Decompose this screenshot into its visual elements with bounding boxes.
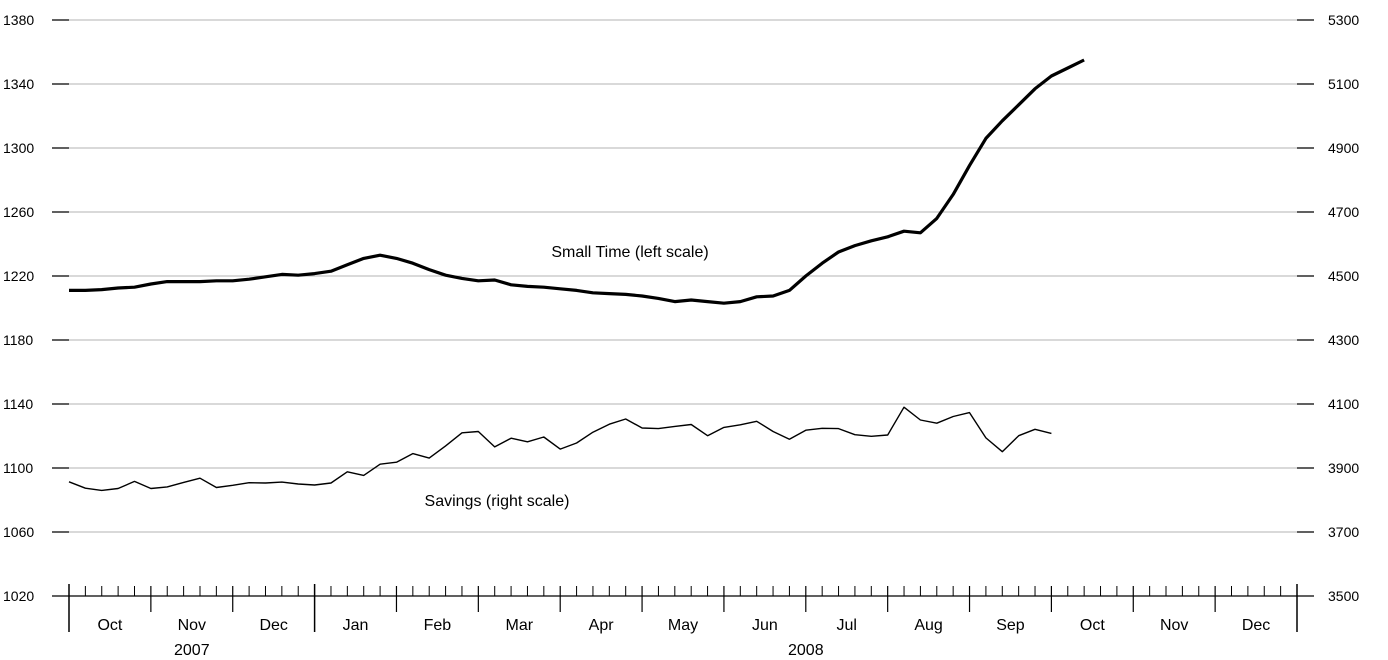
month-label: Apr bbox=[589, 617, 615, 634]
right-tick-label: 5100 bbox=[1328, 76, 1359, 92]
month-label: Oct bbox=[1080, 617, 1105, 634]
month-label: May bbox=[668, 617, 698, 634]
small-time-annotation: Small Time (left scale) bbox=[551, 244, 708, 261]
x-axis: Oct Nov Dec Jan Feb Mar Apr May Jun Jul Aug Sep Oct N… bbox=[68, 584, 1298, 659]
left-tick-label: 1300 bbox=[3, 140, 34, 156]
left-tick-label: 1180 bbox=[3, 332, 33, 348]
left-tick-label: 1100 bbox=[3, 460, 33, 476]
right-tick-label: 4900 bbox=[1328, 140, 1359, 156]
right-tick-label: 4700 bbox=[1328, 204, 1359, 220]
month-label: Sep bbox=[996, 617, 1025, 634]
right-tick-label: 4500 bbox=[1328, 268, 1359, 284]
month-label: Nov bbox=[1160, 617, 1188, 634]
right-tick-label: 4300 bbox=[1328, 332, 1359, 348]
savings-annotation: Savings (right scale) bbox=[425, 493, 570, 510]
right-tick-label: 3900 bbox=[1328, 460, 1359, 476]
series-lines bbox=[68, 58, 1085, 492]
month-label: Jan bbox=[343, 617, 369, 634]
month-label: Jul bbox=[837, 617, 857, 634]
month-label: Jun bbox=[752, 617, 778, 634]
left-tick-label: 1260 bbox=[3, 204, 34, 220]
left-tick-label: 1220 bbox=[3, 268, 34, 284]
small-time-line bbox=[69, 58, 1085, 305]
left-tick-label: 1060 bbox=[3, 524, 34, 540]
left-axis: 1020 1060 1100 1140 1180 1220 1260 1300 1340 1380 bbox=[3, 12, 69, 604]
right-tick-label: 3700 bbox=[1328, 524, 1359, 540]
gridlines bbox=[69, 19, 1297, 597]
right-tick-label: 3500 bbox=[1328, 588, 1359, 604]
left-tick-label: 1340 bbox=[3, 76, 34, 92]
right-axis: 3500 3700 3900 4100 4300 4500 4700 4900 5100 5300 bbox=[1297, 12, 1359, 604]
month-label: Aug bbox=[914, 617, 942, 634]
left-tick-label: 1380 bbox=[3, 12, 34, 28]
year-label: 2008 bbox=[788, 642, 824, 659]
right-tick-label: 4100 bbox=[1328, 396, 1359, 412]
month-label: Dec bbox=[1242, 617, 1270, 634]
month-label: Dec bbox=[259, 617, 287, 634]
month-label: Nov bbox=[178, 617, 206, 634]
month-label: Oct bbox=[97, 617, 122, 634]
month-label: Mar bbox=[505, 617, 533, 634]
left-tick-label: 1020 bbox=[3, 588, 34, 604]
right-tick-label: 5300 bbox=[1328, 12, 1359, 28]
year-label: 2007 bbox=[174, 642, 210, 659]
left-tick-label: 1140 bbox=[3, 396, 33, 412]
savings-line bbox=[68, 406, 1052, 492]
month-label: Feb bbox=[424, 617, 452, 634]
